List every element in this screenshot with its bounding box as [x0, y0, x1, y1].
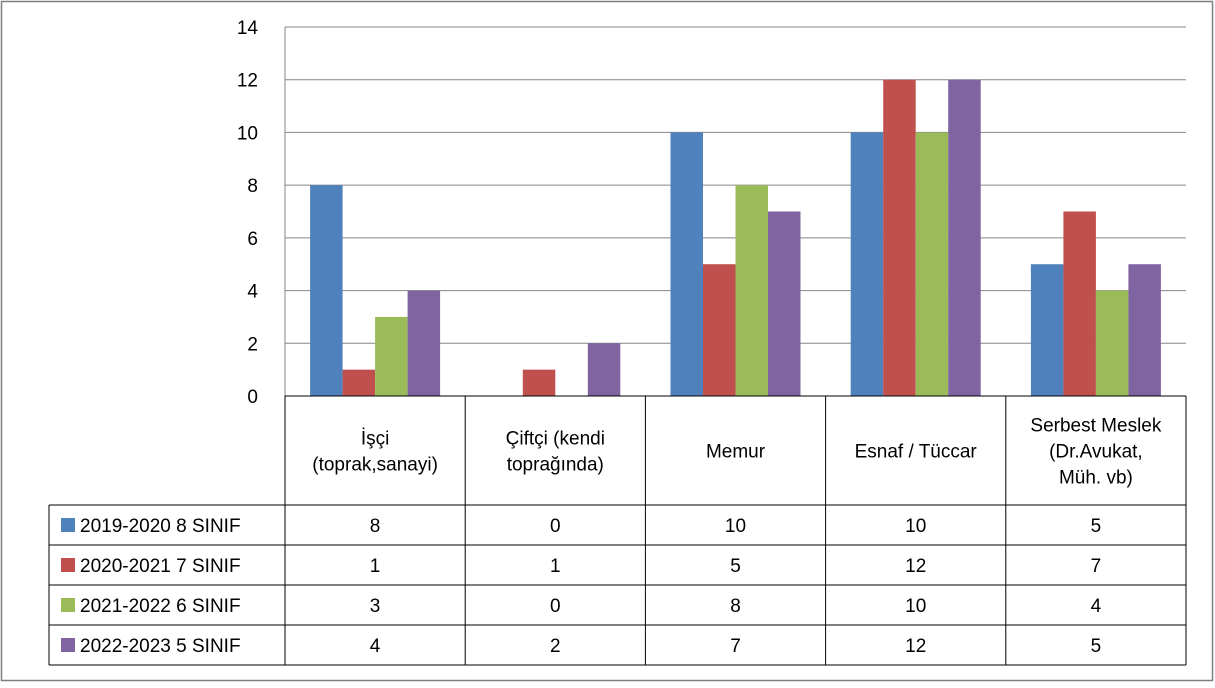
data-label: 12: [905, 556, 926, 577]
bar: [407, 290, 441, 396]
legend-swatch: [61, 598, 75, 612]
category-label: Serbest Meslek: [1030, 416, 1161, 437]
data-label: 5: [730, 556, 741, 577]
bar: [915, 132, 949, 396]
y-tick-label: 10: [237, 123, 258, 144]
category-label: Çiftçi (kendi: [506, 429, 605, 450]
y-tick-label: 6: [247, 229, 258, 250]
data-label: 0: [550, 516, 561, 537]
category-label: İşçi: [361, 429, 390, 450]
data-label: 7: [730, 636, 741, 657]
legend-swatch: [61, 518, 75, 532]
data-label: 5: [1091, 636, 1102, 657]
bar: [587, 343, 621, 396]
y-tick-label: 12: [237, 71, 258, 92]
data-label: 10: [905, 596, 926, 617]
data-label: 10: [725, 516, 746, 537]
y-tick-label: 0: [247, 387, 258, 408]
data-label: 8: [730, 596, 741, 617]
y-tick-label: 4: [247, 282, 258, 303]
bar: [703, 264, 736, 396]
bar: [1063, 211, 1096, 396]
bar: [670, 132, 703, 396]
data-label: 4: [1091, 596, 1102, 617]
data-label: 0: [550, 596, 561, 617]
data-label: 3: [370, 596, 381, 617]
category-label: Esnaf / Tüccar: [855, 442, 978, 463]
data-label: 1: [550, 556, 561, 577]
legend-swatch: [61, 638, 75, 652]
category-label: Müh. vb): [1059, 468, 1133, 489]
legend-swatch: [61, 558, 75, 572]
data-label: 4: [370, 636, 381, 657]
bar: [883, 79, 916, 396]
data-label: 12: [905, 636, 926, 657]
legend-label: 2019-2020 8 SINIF: [80, 516, 241, 537]
data-label: 8: [370, 516, 381, 537]
y-tick-label: 14: [237, 18, 259, 39]
legend-label: 2022-2023 5 SINIF: [80, 636, 241, 657]
legend-label: 2020-2021 7 SINIF: [80, 556, 241, 577]
bar: [1095, 290, 1129, 396]
bar: [1128, 264, 1161, 396]
bar: [948, 79, 981, 396]
bar: [735, 185, 768, 396]
legend-label: 2021-2022 6 SINIF: [80, 596, 241, 617]
data-label: 1: [370, 556, 381, 577]
category-label: Memur: [706, 442, 766, 463]
bar: [522, 369, 556, 396]
y-tick-label: 2: [247, 334, 258, 355]
bar: [310, 185, 343, 396]
category-label: toprağında): [507, 455, 604, 476]
data-label: 10: [905, 516, 926, 537]
data-label: 7: [1091, 556, 1102, 577]
bar: [1030, 264, 1064, 396]
y-tick-label: 8: [247, 176, 258, 197]
bar: [850, 132, 884, 396]
category-label: (Dr.Avukat,: [1049, 442, 1143, 463]
data-label: 5: [1091, 516, 1102, 537]
data-label: 2: [550, 636, 561, 657]
category-label: (toprak,sanayi): [312, 455, 438, 476]
bar: [375, 316, 408, 396]
bar: [768, 211, 801, 396]
bar: [342, 369, 376, 396]
